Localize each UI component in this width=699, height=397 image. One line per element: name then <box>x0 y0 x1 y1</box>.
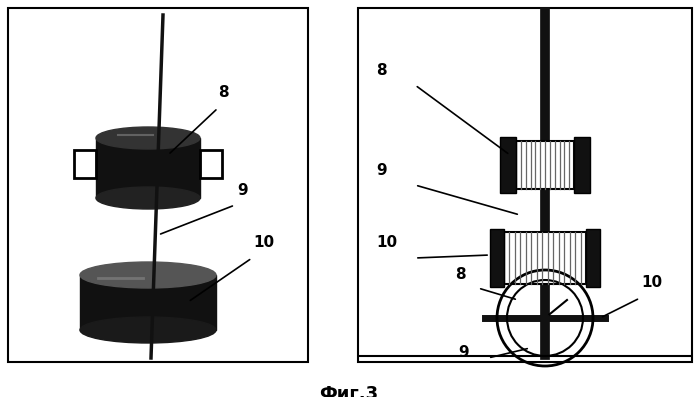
Ellipse shape <box>96 187 200 209</box>
Bar <box>8 8 308 362</box>
Ellipse shape <box>80 262 216 288</box>
Bar <box>516 141 574 189</box>
Bar <box>200 150 222 178</box>
Bar <box>586 229 600 287</box>
Bar <box>500 137 516 193</box>
Text: 9: 9 <box>237 183 247 198</box>
Bar <box>80 275 216 330</box>
Text: 9: 9 <box>458 345 468 360</box>
Bar <box>358 8 692 362</box>
Text: 8: 8 <box>376 63 387 78</box>
Bar <box>574 137 590 193</box>
Text: 10: 10 <box>253 235 274 250</box>
Text: 10: 10 <box>641 275 662 290</box>
Text: Фиг.3: Фиг.3 <box>319 385 379 397</box>
Ellipse shape <box>96 127 200 149</box>
Text: 8: 8 <box>218 85 229 100</box>
Bar <box>504 232 586 284</box>
Text: 8: 8 <box>455 267 466 282</box>
Text: 10: 10 <box>376 235 397 250</box>
Bar <box>490 229 504 287</box>
Bar <box>74 150 96 178</box>
Ellipse shape <box>80 317 216 343</box>
Circle shape <box>541 314 549 322</box>
Bar <box>96 138 200 198</box>
Text: 9: 9 <box>376 163 387 178</box>
